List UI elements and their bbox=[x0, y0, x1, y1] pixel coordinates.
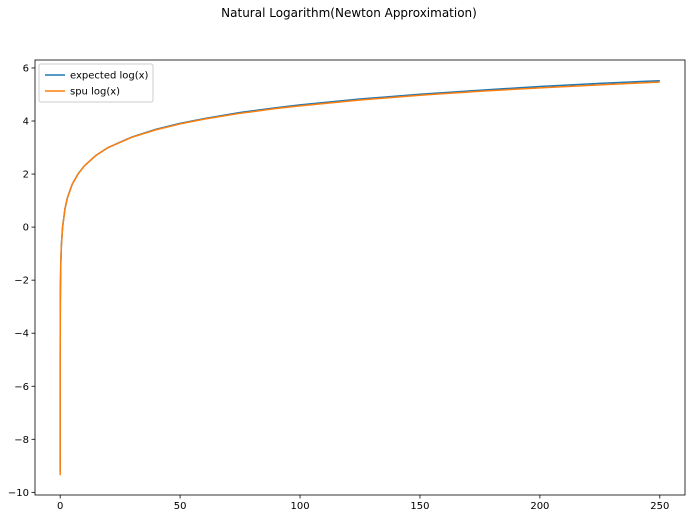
legend: expected log(x) spu log(x) bbox=[38, 63, 154, 103]
y-tick-label: −10 bbox=[8, 488, 29, 499]
legend-label-2: spu log(x) bbox=[70, 87, 120, 98]
y-tick-label: −8 bbox=[14, 435, 29, 446]
y-tick-label: 2 bbox=[23, 170, 29, 181]
x-tick-label: 200 bbox=[530, 501, 549, 512]
y-tick-label: 4 bbox=[23, 117, 29, 128]
y-tick-label: 6 bbox=[23, 63, 29, 74]
y-axis-ticks: −10 −8 −6 −4 −2 0 2 4 6 bbox=[8, 63, 35, 499]
y-tick-label: −2 bbox=[14, 276, 29, 287]
series-lines bbox=[59, 79, 660, 476]
chart-title: Natural Logarithm(Newton Approximation) bbox=[221, 6, 477, 20]
legend-box bbox=[38, 63, 154, 103]
x-tick-label: 150 bbox=[410, 501, 429, 512]
axes-frame bbox=[34, 59, 686, 496]
x-axis-ticks: 0 50 100 150 200 250 bbox=[57, 495, 669, 512]
y-tick-label: −6 bbox=[14, 382, 29, 393]
x-tick-label: 100 bbox=[290, 501, 309, 512]
x-tick-label: 250 bbox=[650, 501, 669, 512]
series-line-1 bbox=[59, 79, 660, 472]
x-tick-label: 50 bbox=[174, 501, 187, 512]
y-tick-label: −4 bbox=[14, 329, 29, 340]
plot-area: 0 50 100 150 200 250 −10 −8 −6 −4 −2 0 2 4 6 bbox=[8, 59, 686, 512]
x-tick-label: 0 bbox=[57, 501, 63, 512]
y-tick-label: 0 bbox=[23, 223, 29, 234]
series-line-2 bbox=[59, 81, 660, 476]
legend-label-1: expected log(x) bbox=[70, 71, 149, 82]
